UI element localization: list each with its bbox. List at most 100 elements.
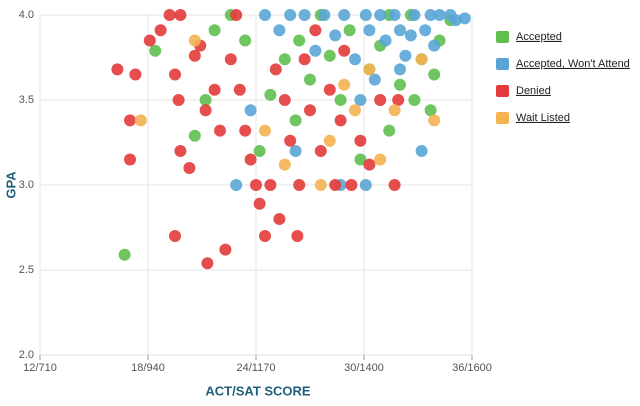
point <box>259 124 271 137</box>
point <box>323 83 336 96</box>
point <box>419 24 432 37</box>
point <box>208 83 221 96</box>
point <box>329 29 342 42</box>
point <box>383 124 396 137</box>
point <box>349 53 361 66</box>
point <box>259 230 271 242</box>
point <box>233 83 246 96</box>
series <box>111 9 405 270</box>
point <box>304 104 316 117</box>
point <box>289 145 302 157</box>
point <box>415 53 428 66</box>
point <box>424 9 437 21</box>
point <box>304 73 316 86</box>
x-tick-label: 30/1400 <box>344 362 384 374</box>
point <box>428 39 441 52</box>
point <box>314 145 327 157</box>
point <box>208 24 221 37</box>
series <box>134 34 441 191</box>
point <box>298 53 311 66</box>
point <box>388 104 401 117</box>
point <box>433 9 446 21</box>
point <box>111 63 124 76</box>
point <box>374 94 387 106</box>
point <box>309 44 322 57</box>
point <box>219 243 232 256</box>
point <box>408 9 421 21</box>
point <box>201 257 214 270</box>
point <box>399 49 412 62</box>
point <box>169 68 181 81</box>
point <box>458 12 471 25</box>
point <box>388 179 401 191</box>
point <box>124 114 136 127</box>
point <box>289 114 302 127</box>
point <box>239 34 252 47</box>
point <box>278 94 291 106</box>
point <box>323 134 336 147</box>
point <box>199 94 212 106</box>
point <box>388 9 401 21</box>
y-axis-title: GPA <box>3 171 18 199</box>
point <box>143 34 156 47</box>
point <box>264 179 277 191</box>
legend-label[interactable]: Accepted, Won't Attend <box>516 58 630 70</box>
point <box>183 162 196 174</box>
legend-swatch <box>496 58 509 70</box>
point <box>169 230 181 242</box>
point <box>428 68 441 81</box>
point <box>428 114 441 127</box>
point <box>253 145 266 157</box>
legend-swatch <box>496 31 509 43</box>
point <box>273 24 286 37</box>
point <box>293 179 306 191</box>
point <box>230 9 243 21</box>
y-tick-label: 2.5 <box>19 264 34 276</box>
point <box>354 153 367 166</box>
point <box>338 78 351 91</box>
point <box>293 34 306 47</box>
legend-label[interactable]: Wait Listed <box>516 112 570 124</box>
point <box>269 63 282 76</box>
x-axis-title: ACT/SAT SCORE <box>205 383 311 398</box>
legend-swatch <box>496 85 509 97</box>
point <box>129 68 142 81</box>
legend-label[interactable]: Denied <box>516 85 551 97</box>
point <box>415 145 428 157</box>
point <box>374 153 387 166</box>
point <box>244 153 257 166</box>
point <box>199 104 212 117</box>
y-tick-label: 2.0 <box>19 349 34 361</box>
point <box>298 9 311 21</box>
point <box>379 34 392 47</box>
point <box>250 179 262 191</box>
point <box>284 134 297 147</box>
point <box>134 114 147 127</box>
point <box>224 53 237 66</box>
point <box>338 9 351 21</box>
point <box>338 44 351 57</box>
legend-label[interactable]: Accepted <box>516 31 562 43</box>
point <box>363 24 376 37</box>
point <box>345 179 358 191</box>
point <box>354 134 367 147</box>
point <box>273 213 286 225</box>
point <box>230 179 243 191</box>
legend-swatch <box>496 112 509 124</box>
point <box>291 230 304 242</box>
point <box>334 94 347 106</box>
y-tick-label: 3.5 <box>19 94 34 106</box>
point <box>354 94 367 106</box>
point <box>174 9 187 21</box>
x-tick-label: 36/1600 <box>452 362 492 374</box>
point <box>392 94 405 106</box>
point <box>264 88 277 101</box>
point <box>449 14 462 27</box>
series <box>230 9 471 191</box>
point <box>394 24 406 37</box>
point <box>334 114 347 127</box>
point <box>188 129 201 142</box>
point <box>124 153 136 166</box>
point <box>404 29 417 42</box>
point <box>359 9 372 21</box>
